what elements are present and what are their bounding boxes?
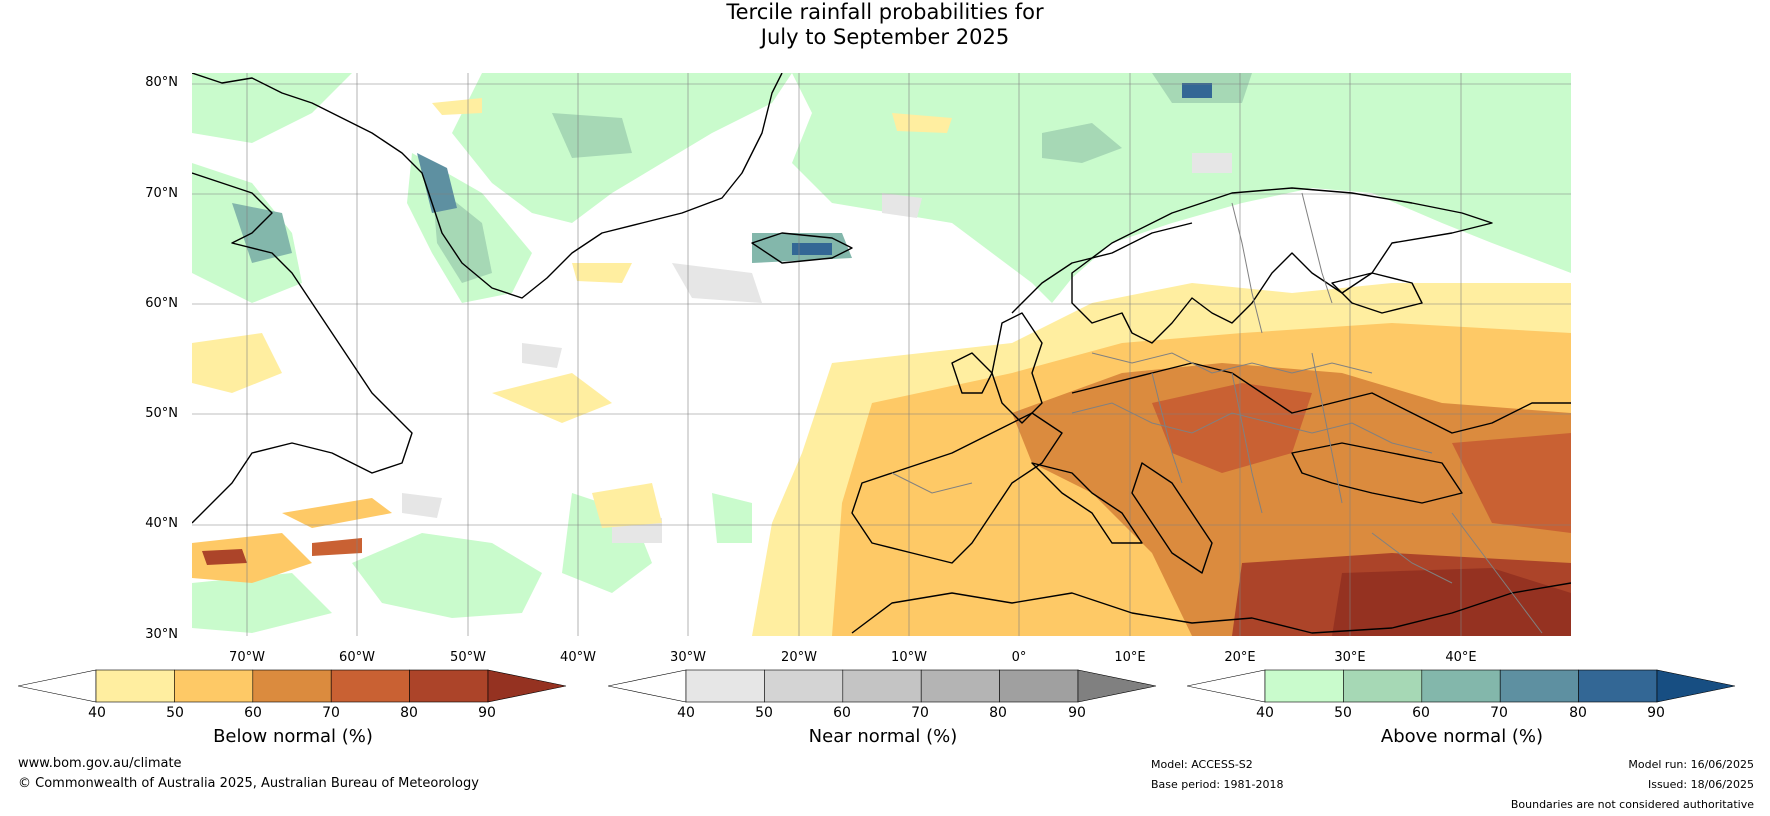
cb-above-tick-70: 70 (1490, 705, 1508, 721)
rainfall-probability-map (192, 73, 1571, 636)
map-title: Tercile rainfall probabilities for July … (0, 0, 1770, 50)
cb-near-tick-70: 70 (911, 705, 929, 721)
footer-url: www.bom.gov.au/climate (18, 756, 182, 771)
colorbar-segment (174, 669, 254, 703)
lat-tick-80n: 80°N (145, 75, 178, 90)
lon-tick-20e: 20°E (1224, 650, 1256, 665)
cb-near-tick-90: 90 (1068, 705, 1086, 721)
cb-below-tick-60: 60 (244, 705, 262, 721)
footer-disclaimer: Boundaries are not considered authoritat… (1510, 798, 1754, 811)
footer-issued: Issued: 18/06/2025 (1647, 778, 1754, 791)
colorbar-segment (842, 669, 922, 703)
lon-tick-10e: 10°E (1114, 650, 1146, 665)
colorbar-segment (1264, 669, 1344, 703)
cb-below-tick-50: 50 (166, 705, 184, 721)
footer-model: Model: ACCESS-S2 (1151, 758, 1253, 771)
colorbar-segment (1421, 669, 1501, 703)
colorbar-title-below: Below normal (%) (213, 726, 373, 747)
lon-tick-30e: 30°E (1334, 650, 1366, 665)
coastlines (192, 73, 1571, 634)
cb-near-tick-50: 50 (755, 705, 773, 721)
footer-model-run: Model run: 16/06/2025 (1628, 758, 1754, 771)
colorbar-segment (95, 669, 175, 703)
colorbar-extend-high (1656, 669, 1736, 703)
cb-near-tick-60: 60 (833, 705, 851, 721)
lon-tick-50w: 50°W (450, 650, 486, 665)
colorbar-above-normal (1187, 669, 1737, 703)
gridlines (192, 73, 1571, 636)
colorbar-extend-low (608, 669, 687, 703)
lat-tick-40n: 40°N (145, 516, 178, 531)
country-boundaries (891, 192, 1543, 634)
lon-tick-10w: 10°W (891, 650, 927, 665)
colorbar-extend-low (1187, 669, 1266, 703)
colorbar-extend-low (18, 669, 97, 703)
colorbar-segment (685, 669, 765, 703)
colorbar-title-above: Above normal (%) (1380, 726, 1544, 747)
title-line-2: July to September 2025 (760, 25, 1010, 49)
lat-tick-60n: 60°N (145, 296, 178, 311)
cb-below-tick-70: 70 (322, 705, 340, 721)
cb-below-tick-40: 40 (88, 705, 106, 721)
footer-copyright: © Commonwealth of Australia 2025, Austra… (18, 776, 479, 791)
cb-below-tick-80: 80 (400, 705, 418, 721)
colorbar-graphic (18, 669, 567, 703)
colorbar-segment (1578, 669, 1658, 703)
footer-base-period: Base period: 1981-2018 (1151, 778, 1284, 791)
lon-tick-0: 0° (1011, 650, 1027, 665)
colorbar-segment (764, 669, 844, 703)
colorbar-segment (409, 669, 489, 703)
lon-tick-60w: 60°W (339, 650, 375, 665)
cb-below-tick-90: 90 (478, 705, 496, 721)
lat-tick-70n: 70°N (145, 186, 178, 201)
colorbar-segment (1499, 669, 1579, 703)
colorbar-title-near: Near normal (%) (808, 726, 958, 747)
lat-tick-50n: 50°N (145, 406, 178, 421)
cb-above-tick-80: 80 (1569, 705, 1587, 721)
title-line-1: Tercile rainfall probabilities for (726, 0, 1044, 24)
lon-tick-30w: 30°W (670, 650, 706, 665)
cb-above-tick-60: 60 (1412, 705, 1430, 721)
cb-above-tick-50: 50 (1334, 705, 1352, 721)
colorbar-segment (920, 669, 1000, 703)
cb-above-tick-90: 90 (1647, 705, 1665, 721)
cb-near-tick-40: 40 (677, 705, 695, 721)
colorbar-segment (1343, 669, 1423, 703)
lon-tick-20w: 20°W (781, 650, 817, 665)
lon-tick-40e: 40°E (1445, 650, 1477, 665)
colorbar-graphic (1187, 669, 1736, 703)
colorbar-segment (999, 669, 1079, 703)
lon-tick-70w: 70°W (229, 650, 265, 665)
colorbar-extend-high (487, 669, 567, 703)
colorbar-graphic (608, 669, 1157, 703)
lon-tick-40w: 40°W (560, 650, 596, 665)
colorbar-segment (252, 669, 332, 703)
lat-tick-30n: 30°N (145, 627, 178, 642)
colorbar-extend-high (1077, 669, 1157, 703)
cb-near-tick-80: 80 (989, 705, 1007, 721)
cb-above-tick-40: 40 (1256, 705, 1274, 721)
colorbar-below-normal (18, 669, 568, 703)
colorbar-near-normal (608, 669, 1158, 703)
colorbar-segment (330, 669, 410, 703)
